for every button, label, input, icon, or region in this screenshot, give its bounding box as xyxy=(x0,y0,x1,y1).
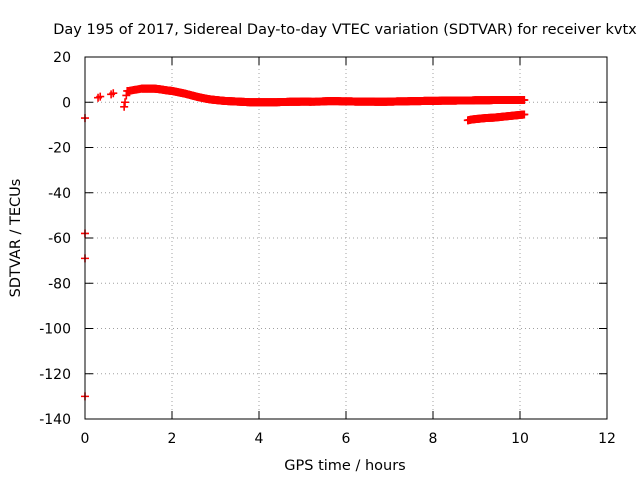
y-tick-label: -140 xyxy=(39,412,71,428)
x-tick-label: 2 xyxy=(168,431,177,447)
y-tick-label: -80 xyxy=(48,276,71,292)
data-point-main xyxy=(96,92,105,101)
y-tick-label: -40 xyxy=(48,186,71,202)
axis-ticks: 0 2 4 6 8 10 12 20 0 -20 -40 -60 -80 -100 -120 -140 xyxy=(39,50,616,447)
x-tick-label: 8 xyxy=(429,431,438,447)
data-point-main xyxy=(121,98,130,107)
y-tick-label: -20 xyxy=(48,141,71,157)
x-tick-label: 4 xyxy=(255,431,264,447)
plot-frame xyxy=(84,56,608,420)
data-point-main xyxy=(520,95,529,104)
y-tick-label: -60 xyxy=(48,231,71,247)
y-tick-label: 0 xyxy=(62,95,71,111)
y-axis-title: SDTVAR / TECUs xyxy=(8,179,24,298)
data-point-lower-branch xyxy=(520,110,529,119)
x-tick-label: 6 xyxy=(342,431,351,447)
y-tick-label: -120 xyxy=(39,367,71,383)
grid xyxy=(85,57,607,419)
data-point-main xyxy=(120,102,129,111)
x-tick-label: 0 xyxy=(81,431,90,447)
chart-title: Day 195 of 2017, Sidereal Day-to-day VTE… xyxy=(53,22,637,38)
x-tick-label: 12 xyxy=(598,431,616,447)
data-point-main xyxy=(109,89,118,98)
y-tick-label: 20 xyxy=(53,50,71,66)
x-tick-label: 10 xyxy=(511,431,529,447)
data-point-main xyxy=(122,91,131,100)
data-points xyxy=(81,84,529,401)
x-axis-title: GPS time / hours xyxy=(284,458,405,474)
y-tick-label: -100 xyxy=(39,322,71,338)
